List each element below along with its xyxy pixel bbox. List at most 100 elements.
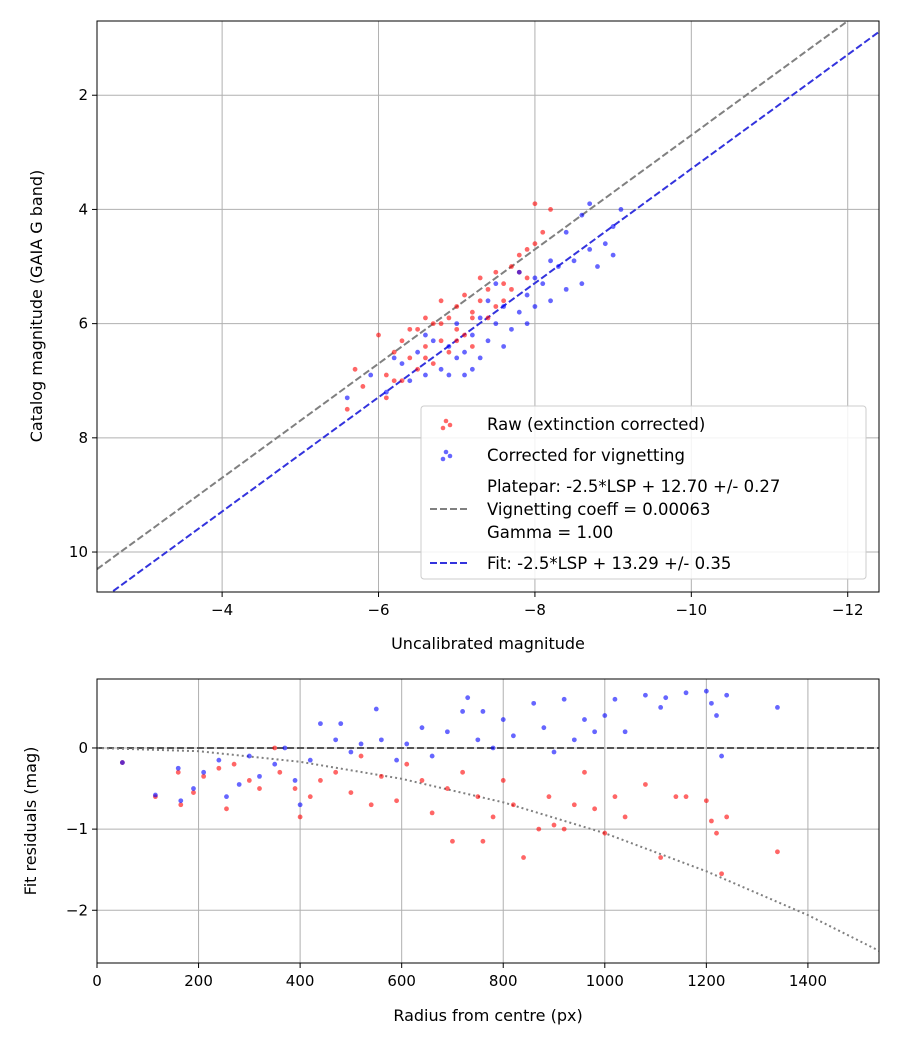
- bottom-raw-point: [521, 855, 526, 860]
- bottom-raw-point: [602, 830, 608, 836]
- top-raw-point: [446, 315, 452, 321]
- top-raw-point: [399, 378, 405, 384]
- top-corrected-point: [462, 372, 467, 378]
- top-raw-point: [493, 269, 499, 275]
- top-raw-point: [430, 321, 436, 327]
- bottom-corrected-point: [643, 692, 648, 698]
- top-raw-point: [501, 281, 507, 287]
- top-raw-point: [446, 349, 452, 355]
- bottom-raw-point: [490, 814, 496, 820]
- top-corrected-point: [540, 281, 546, 287]
- bottom-chart: 0 200 400 600 800 1000 1200 1400 0 −1 −2 Radius f…: [21, 678, 880, 1025]
- top-raw-point: [344, 406, 350, 412]
- bottom-raw-point: [536, 826, 542, 832]
- bottom-y-tick-label: 0: [78, 739, 88, 757]
- bottom-raw-point: [592, 806, 598, 812]
- bottom-corrected-point: [373, 706, 379, 712]
- bottom-raw-point: [500, 778, 506, 783]
- top-corrected-point: [610, 224, 616, 229]
- bottom-corrected-point: [602, 713, 608, 718]
- top-y-tick-label: 4: [78, 200, 88, 218]
- bottom-raw-point: [571, 802, 577, 808]
- bottom-raw-point: [419, 778, 425, 783]
- bottom-raw-point: [224, 806, 229, 812]
- bottom-x-tick-label: 800: [489, 972, 518, 990]
- legend-entry-raw: Raw (extinction corrected): [440, 415, 705, 434]
- legend-marker-corrected: [443, 449, 449, 455]
- legend-label-platepar-line: Vignetting coeff = 0.00063: [487, 500, 711, 519]
- bottom-corrected-point: [216, 757, 222, 763]
- bottom-y-tick-label: −2: [66, 901, 88, 919]
- bottom-corrected-point: [272, 761, 278, 767]
- top-raw-point: [438, 298, 444, 304]
- legend-label-platepar-line: Gamma = 1.00: [487, 523, 613, 542]
- top-raw-point: [360, 384, 366, 389]
- bottom-corrected-point: [257, 773, 262, 779]
- bottom-corrected-point: [178, 798, 184, 804]
- bottom-x-tick-label: 1000: [586, 972, 624, 990]
- bottom-raw-point: [429, 810, 435, 816]
- bottom-raw-point: [358, 753, 364, 759]
- bottom-raw-point: [178, 802, 184, 808]
- bottom-corrected-point: [709, 700, 714, 706]
- legend-label-platepar: Platepar: -2.5*LSP + 12.70 +/- 0.27 Vigne…: [487, 477, 780, 542]
- top-x-tick-label: −8: [524, 601, 546, 619]
- top-x-axis-label: Uncalibrated magnitude: [391, 634, 585, 653]
- bottom-corrected-point: [318, 721, 323, 727]
- bottom-corrected-point: [571, 737, 577, 743]
- bottom-raw-point: [368, 802, 374, 808]
- top-x-tick-label: −12: [832, 601, 864, 619]
- top-corrected-point: [469, 366, 475, 372]
- bottom-corrected-point: [500, 717, 506, 722]
- bottom-raw-point: [510, 802, 516, 808]
- bottom-x-tick-label: 1400: [789, 972, 827, 990]
- bottom-corrected-point: [703, 688, 709, 694]
- bottom-raw-point: [277, 769, 283, 775]
- top-y-ticks: 2 4 6 8 10: [69, 86, 97, 561]
- top-raw-point: [516, 252, 522, 258]
- bottom-corrected-point: [444, 729, 450, 735]
- top-corrected-point: [571, 258, 577, 264]
- bottom-corrected-point: [663, 695, 669, 701]
- bottom-corrected-point: [475, 737, 481, 743]
- top-corrected-point: [485, 338, 491, 344]
- top-corrected-point: [423, 332, 428, 338]
- bottom-corrected-point: [404, 741, 410, 747]
- bottom-corrected-point: [551, 749, 557, 755]
- top-x-tick-label: −6: [367, 601, 389, 619]
- top-raw-point: [407, 355, 413, 361]
- bottom-raw-point: [272, 745, 278, 751]
- top-y-axis-label: Catalog magnitude (GAIA G band): [27, 170, 46, 442]
- top-chart: −4 −6 −8 −10 −12 2 4 6 8 10 Uncalibrated magnitu…: [27, 20, 880, 653]
- top-raw-point: [509, 286, 514, 292]
- top-x-tick-label: −10: [675, 601, 707, 619]
- top-x-ticks: −4 −6 −8 −10 −12: [211, 592, 864, 619]
- bottom-raw-point: [709, 818, 714, 824]
- bottom-reference-lines: [97, 746, 879, 952]
- bottom-raw-point: [658, 855, 664, 860]
- bottom-corrected-point: [724, 692, 730, 698]
- top-corrected-point: [548, 258, 553, 264]
- bottom-raw-point: [683, 794, 689, 800]
- top-y-tick-label: 8: [78, 429, 88, 447]
- bottom-raw-point: [216, 765, 222, 771]
- top-corrected-point: [587, 247, 593, 252]
- top-raw-point: [391, 349, 397, 355]
- top-corrected-point: [399, 361, 405, 366]
- bottom-raw-point: [480, 838, 486, 844]
- top-raw-point: [485, 315, 491, 321]
- top-corrected-point: [524, 292, 530, 298]
- top-corrected-point: [477, 315, 483, 321]
- top-raw-point: [509, 264, 514, 269]
- top-plot-frame: [96, 20, 880, 593]
- bottom-x-tick-label: 0: [92, 972, 102, 990]
- top-raw-point: [454, 338, 460, 344]
- top-corrected-point: [469, 332, 475, 338]
- top-corrected-point: [555, 264, 561, 269]
- legend-label-corrected: Corrected for vignetting: [487, 446, 685, 465]
- top-corrected-point: [368, 372, 374, 378]
- bottom-corrected-point: [719, 753, 724, 759]
- top-corrected-point: [438, 366, 444, 372]
- bottom-corrected-point: [612, 696, 618, 702]
